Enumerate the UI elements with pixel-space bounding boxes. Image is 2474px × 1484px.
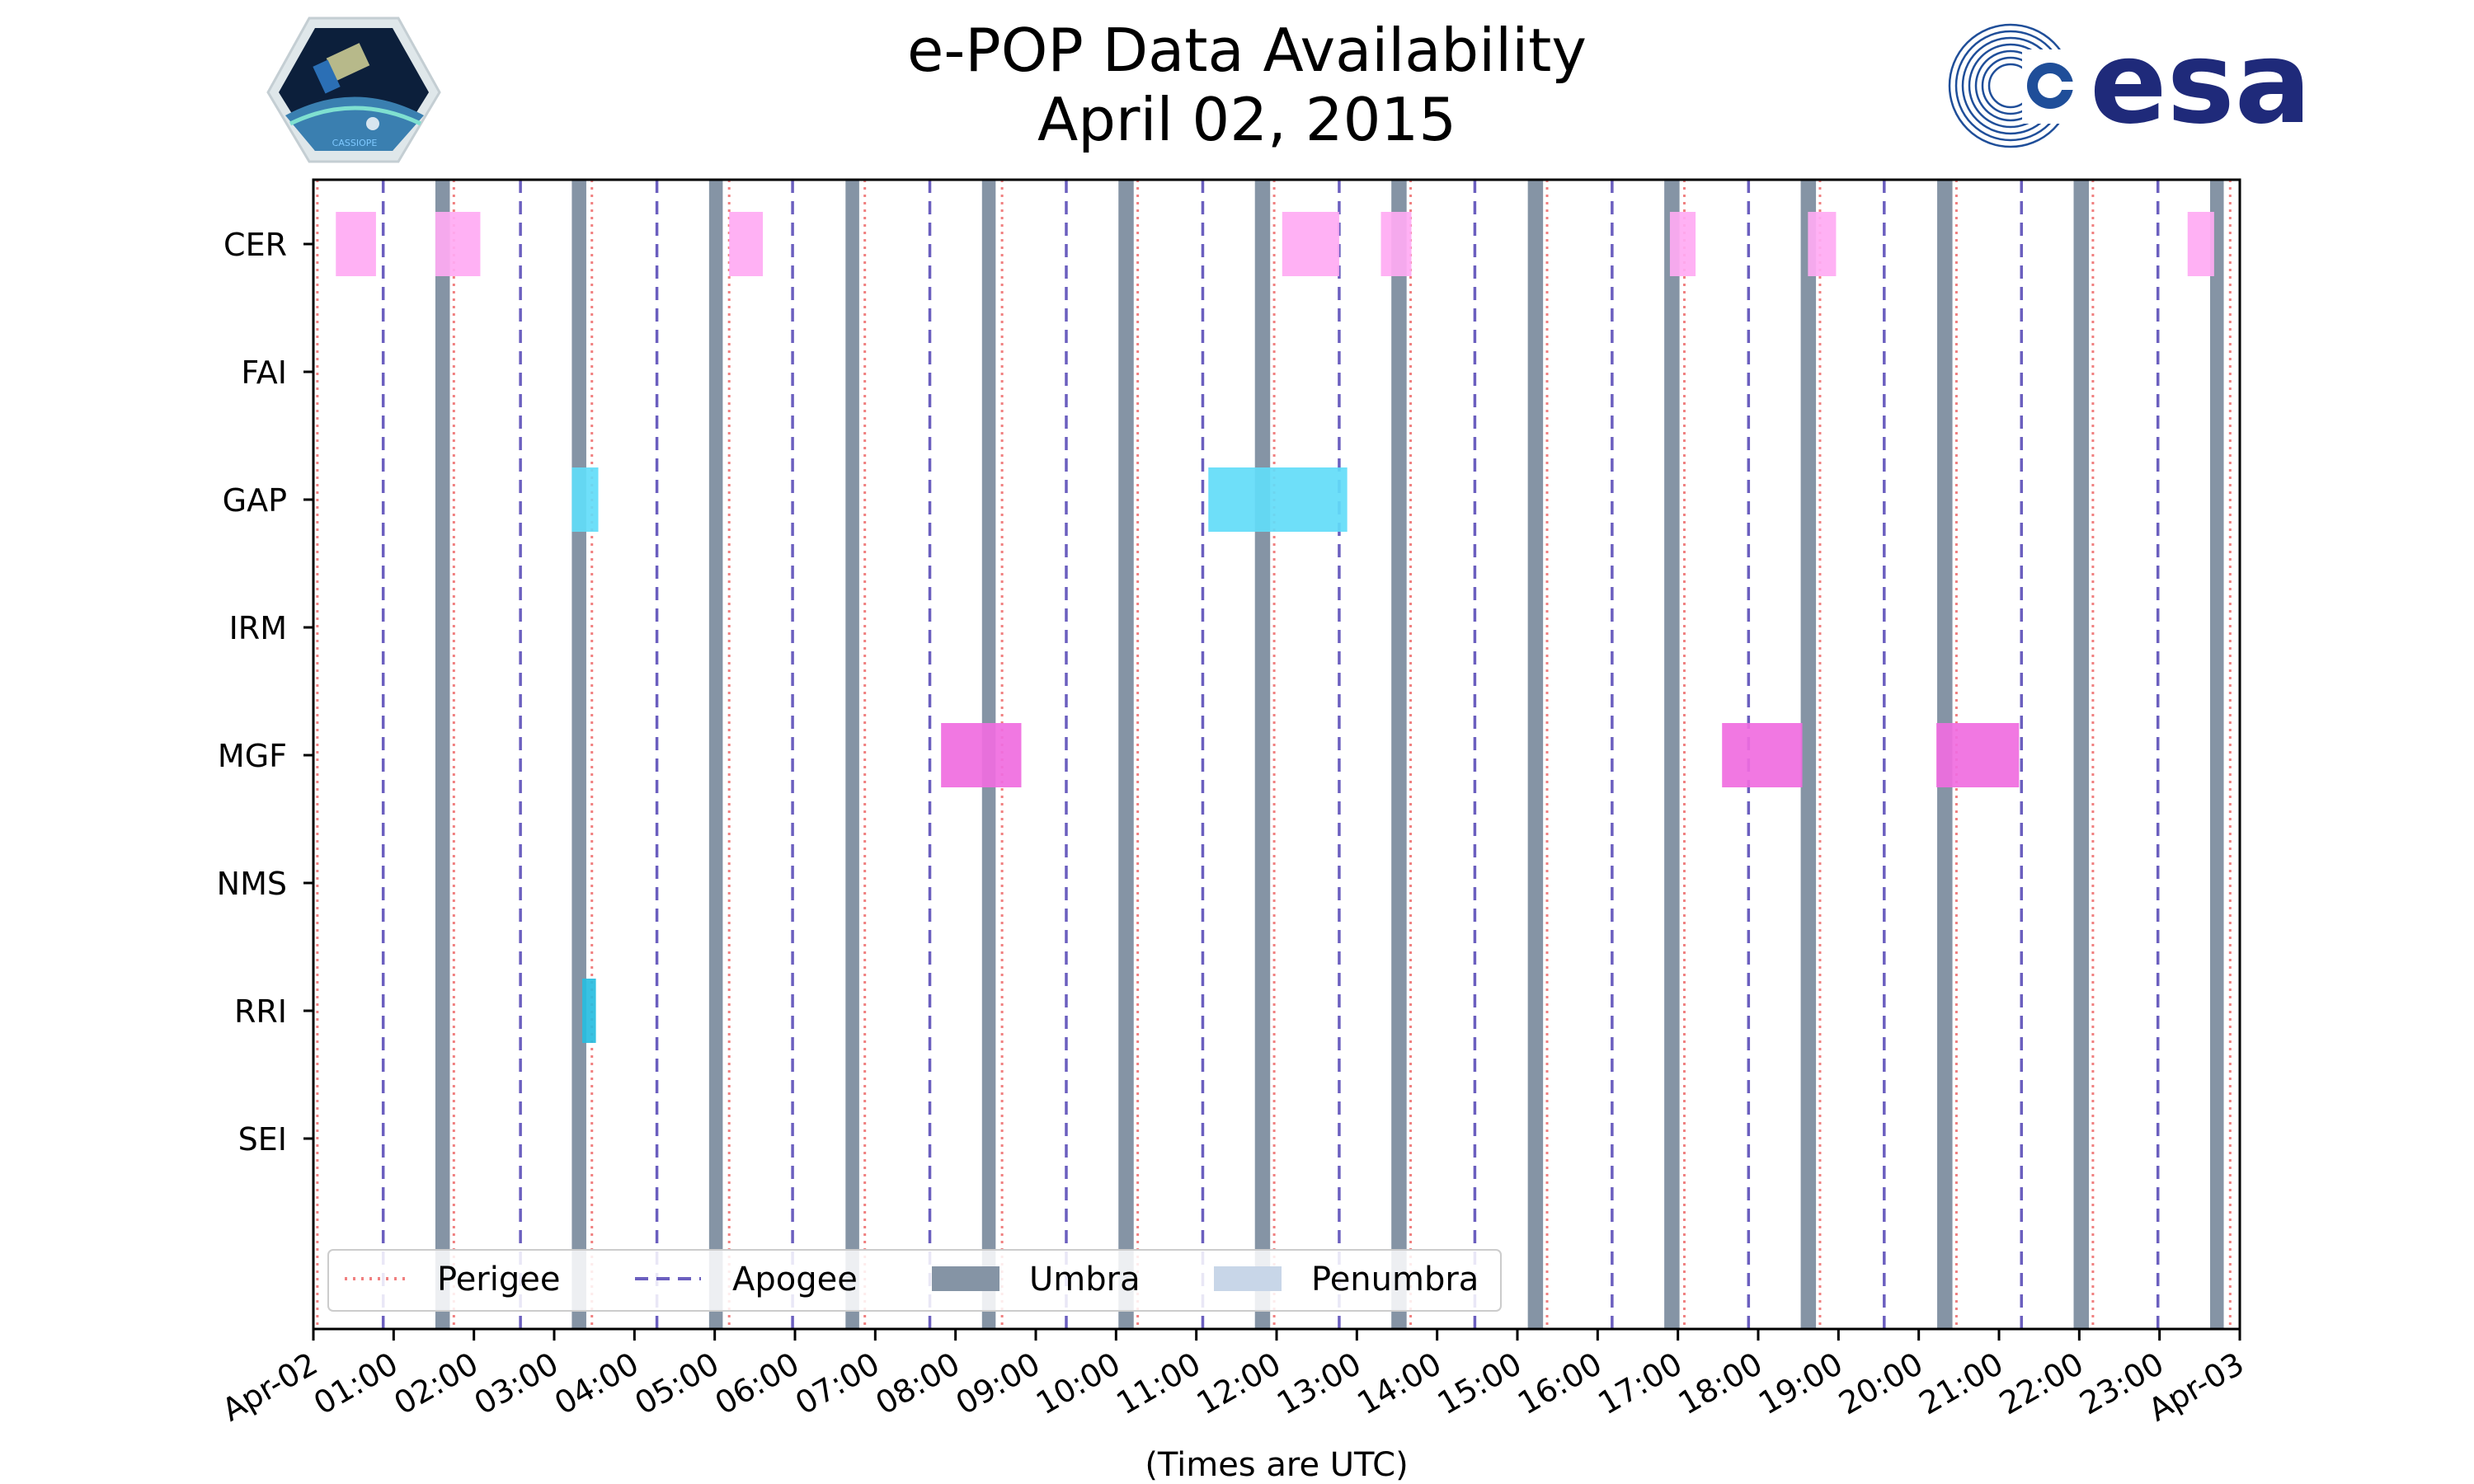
- y-tick-label-rri: RRI: [234, 993, 287, 1030]
- legend-label-penumbra: Penumbra: [1311, 1261, 1479, 1298]
- cassiope-logo: CASSIOPE: [266, 16, 441, 163]
- x-tick-label-1: 01:00: [308, 1345, 404, 1422]
- x-tick-label-8: 08:00: [869, 1345, 966, 1422]
- instrument-data-layer: [336, 212, 2214, 1043]
- umbra-band-7: [1254, 180, 1271, 1329]
- umbra-band-13: [2073, 180, 2090, 1329]
- y-tick-label-nms: NMS: [217, 866, 287, 902]
- legend-handle-penumbra: [1214, 1266, 1282, 1291]
- perigee-layer: [316, 180, 2232, 1329]
- data-bar-cer-3: [729, 212, 764, 276]
- umbra-band-1: [435, 180, 450, 1329]
- data-bar-cer-2: [435, 212, 481, 276]
- y-axis: CER FAI GAP IRM MGF NMS RRI SEI: [217, 227, 313, 1158]
- x-tick-label-7: 07:00: [789, 1345, 886, 1422]
- x-tick-label-22: 22:00: [1993, 1345, 2090, 1422]
- legend-frame: [327, 1249, 1502, 1312]
- legend-label-umbra: Umbra: [1029, 1261, 1141, 1298]
- umbra-band-6: [1118, 180, 1134, 1329]
- legend-label-apogee: Apogee: [732, 1261, 858, 1298]
- data-bar-rri-14: [582, 979, 596, 1043]
- legend-handle-umbra: [932, 1266, 999, 1291]
- umbra-band-3: [708, 180, 723, 1329]
- x-tick-label-17: 17:00: [1592, 1345, 1688, 1422]
- y-tick-label-fai: FAI: [241, 355, 287, 391]
- x-tick-label-9: 09:00: [950, 1345, 1047, 1422]
- x-tick-label-10: 10:00: [1030, 1345, 1126, 1422]
- umbra-band-4: [845, 180, 859, 1329]
- x-tick-label-3: 03:00: [468, 1345, 565, 1422]
- umbra-band-11: [1800, 180, 1817, 1329]
- y-tick-label-mgf: MGF: [218, 738, 287, 774]
- legend: Perigee Apogee Umbra Penumbra: [327, 1249, 1502, 1312]
- y-tick-label-gap: GAP: [223, 482, 287, 519]
- data-bar-cer-6: [1669, 212, 1696, 276]
- x-tick-label-16: 16:00: [1512, 1345, 1608, 1422]
- data-bar-mgf-12: [1722, 723, 1803, 787]
- x-tick-label-5: 05:00: [628, 1345, 725, 1422]
- y-tick-label-sei: SEI: [238, 1121, 287, 1158]
- data-bar-gap-10: [1208, 467, 1348, 532]
- x-axis-label: (Times are UTC): [1145, 1446, 1408, 1484]
- umbra-band-2: [571, 180, 586, 1329]
- esa-logo-text: esa: [2090, 16, 2312, 149]
- data-bar-gap-9: [571, 467, 599, 532]
- chart-title-line2: April 02, 2015: [1037, 85, 1456, 154]
- x-tick-label-4: 04:00: [548, 1345, 645, 1422]
- x-tick-label-13: 13:00: [1271, 1345, 1367, 1422]
- umbra-band-9: [1527, 180, 1544, 1329]
- umbra-band-10: [1664, 180, 1680, 1329]
- y-tick-label-cer: CER: [223, 227, 287, 263]
- x-tick-label-6: 06:00: [709, 1345, 806, 1422]
- umbra-band-8: [1391, 180, 1407, 1329]
- x-tick-label-11: 11:00: [1110, 1345, 1206, 1422]
- data-bar-mgf-13: [1936, 723, 2020, 787]
- data-bar-cer-8: [2187, 212, 2214, 276]
- x-tick-label-12: 12:00: [1191, 1345, 1287, 1422]
- data-bar-mgf-11: [941, 723, 1022, 787]
- x-tick-label-15: 15:00: [1432, 1345, 1528, 1422]
- plot-area: [313, 180, 2240, 1329]
- data-bar-cer-1: [336, 212, 376, 276]
- x-tick-label-20: 20:00: [1832, 1345, 1929, 1422]
- y-tick-label-irm: IRM: [229, 610, 287, 646]
- legend-label-perigee: Perigee: [437, 1261, 560, 1298]
- cassiope-logo-text: CASSIOPE: [332, 138, 378, 148]
- x-tick-label-14: 14:00: [1351, 1345, 1447, 1422]
- x-tick-label-2: 02:00: [388, 1345, 484, 1422]
- x-tick-label-19: 19:00: [1752, 1345, 1849, 1422]
- esa-logo: esa: [1948, 16, 2312, 149]
- x-axis: Apr-0201:0002:0003:0004:0005:0006:0007:0…: [216, 1329, 2251, 1428]
- x-tick-label-18: 18:00: [1672, 1345, 1769, 1422]
- data-bar-cer-4: [1282, 212, 1339, 276]
- data-bar-cer-7: [1808, 212, 1837, 276]
- umbra-layer: [435, 180, 2224, 1329]
- chart-title-line1: e-POP Data Availability: [907, 16, 1587, 85]
- x-tick-label-21: 21:00: [1913, 1345, 2010, 1422]
- x-tick-label-0: Apr-02: [216, 1345, 324, 1429]
- data-bar-cer-5: [1380, 212, 1412, 276]
- umbra-band-14: [2209, 180, 2224, 1329]
